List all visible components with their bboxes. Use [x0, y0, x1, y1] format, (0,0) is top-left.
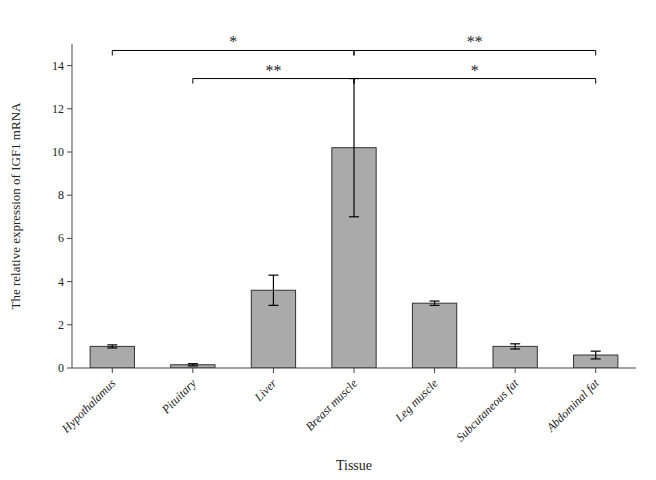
x-tick [192, 368, 193, 373]
bar [90, 346, 134, 368]
error-bar [188, 364, 198, 366]
y-tick-label: 14 [52, 59, 64, 73]
x-tick [112, 368, 113, 373]
y-tick [67, 108, 72, 109]
error-bar [430, 301, 440, 305]
x-tick-label: Breast muscle [303, 376, 361, 434]
significance-bracket [354, 79, 596, 84]
error-bar [510, 344, 520, 349]
x-tick-label: Liver [251, 376, 280, 405]
bar [412, 303, 456, 368]
significance-label: * [229, 33, 237, 50]
significance-bracket [193, 79, 354, 84]
error-bar [591, 351, 601, 359]
y-tick [67, 152, 72, 153]
error-bar [268, 275, 278, 305]
y-tick-label: 6 [58, 231, 64, 245]
plot-area [90, 79, 618, 368]
y-tick-label: 8 [58, 188, 64, 202]
x-tick-label: Pituitary [158, 376, 199, 417]
x-tick [273, 368, 274, 373]
y-tick-label: 4 [58, 275, 64, 289]
x-tick-label: Hypothalamus [58, 376, 118, 436]
x-axis-label: Tissue [336, 458, 372, 473]
y-tick [67, 195, 72, 196]
y-axis-line [72, 44, 73, 368]
chart: 0 2 4 6 8 10 12 14 Hypothalamus Pituitary Liver Bre… [0, 0, 656, 480]
y-axis-label: The relative expression of IGF1 mRNA [8, 102, 23, 309]
y-tick-label: 0 [58, 361, 64, 375]
x-tick [515, 368, 516, 373]
error-bar [349, 79, 359, 217]
y-tick-label: 12 [52, 102, 64, 116]
y-tick-label: 10 [52, 145, 64, 159]
significance-label: * [471, 62, 479, 79]
x-tick [354, 368, 355, 373]
significance-bracket [354, 50, 596, 55]
significance-bracket [112, 50, 354, 55]
x-tick-label: Subcutaneous fat [453, 376, 522, 445]
x-tick [434, 368, 435, 373]
error-bar [107, 345, 117, 348]
y-tick [67, 65, 72, 66]
y-tick-label: 2 [58, 318, 64, 332]
y-tick [67, 238, 72, 239]
x-tick [595, 368, 596, 373]
bar [493, 346, 537, 368]
significance-label: ** [265, 62, 281, 79]
y-tick [67, 281, 72, 282]
y-tick [67, 368, 72, 369]
significance-label: ** [467, 33, 483, 50]
x-tick-label: Leg muscle [392, 376, 441, 425]
chart-container: 0 2 4 6 8 10 12 14 Hypothalamus Pituitary Liver Bre… [0, 0, 656, 480]
y-tick [67, 324, 72, 325]
x-tick-label: Abdominal fat [543, 376, 602, 435]
